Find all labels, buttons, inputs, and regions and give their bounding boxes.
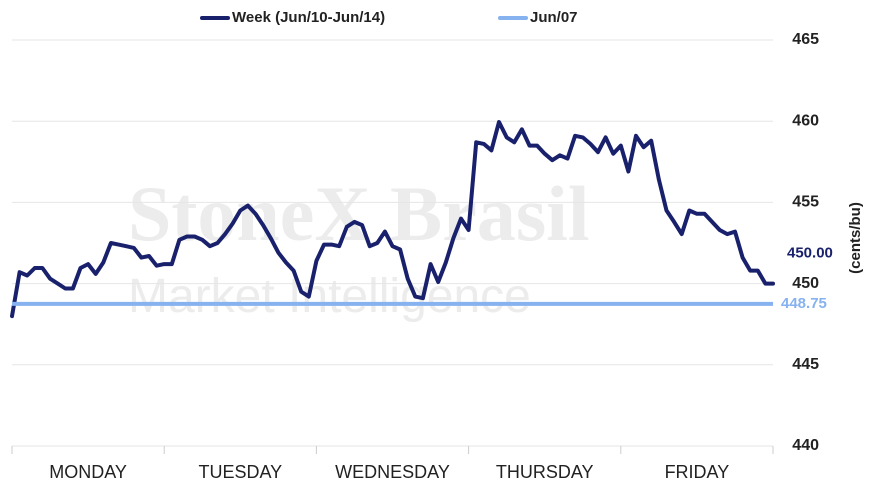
value-label: 450.00 [787,245,833,262]
x-tick-label: THURSDAY [496,462,594,482]
x-tick-label: FRIDAY [665,462,730,482]
y-tick-label: 440 [792,437,819,454]
value-label: 448.75 [781,295,827,312]
legend-label: Jun/07 [530,9,578,26]
watermark: StoneX Brasil [128,170,590,257]
legend-label: Week (Jun/10-Jun/14) [232,9,385,26]
y-tick-label: 450 [792,275,819,292]
x-tick-label: TUESDAY [198,462,282,482]
y-tick-label: 455 [792,194,819,211]
y-tick-label: 465 [792,31,819,48]
x-tick-label: WEDNESDAY [335,462,450,482]
y-tick-label: 460 [792,112,819,129]
y-tick-label: 445 [792,356,819,373]
watermark: Market Intelligence [128,270,531,323]
y-axis-title: (cents/bu) [847,202,864,274]
line [10,120,775,319]
x-tick-label: MONDAY [49,462,127,482]
